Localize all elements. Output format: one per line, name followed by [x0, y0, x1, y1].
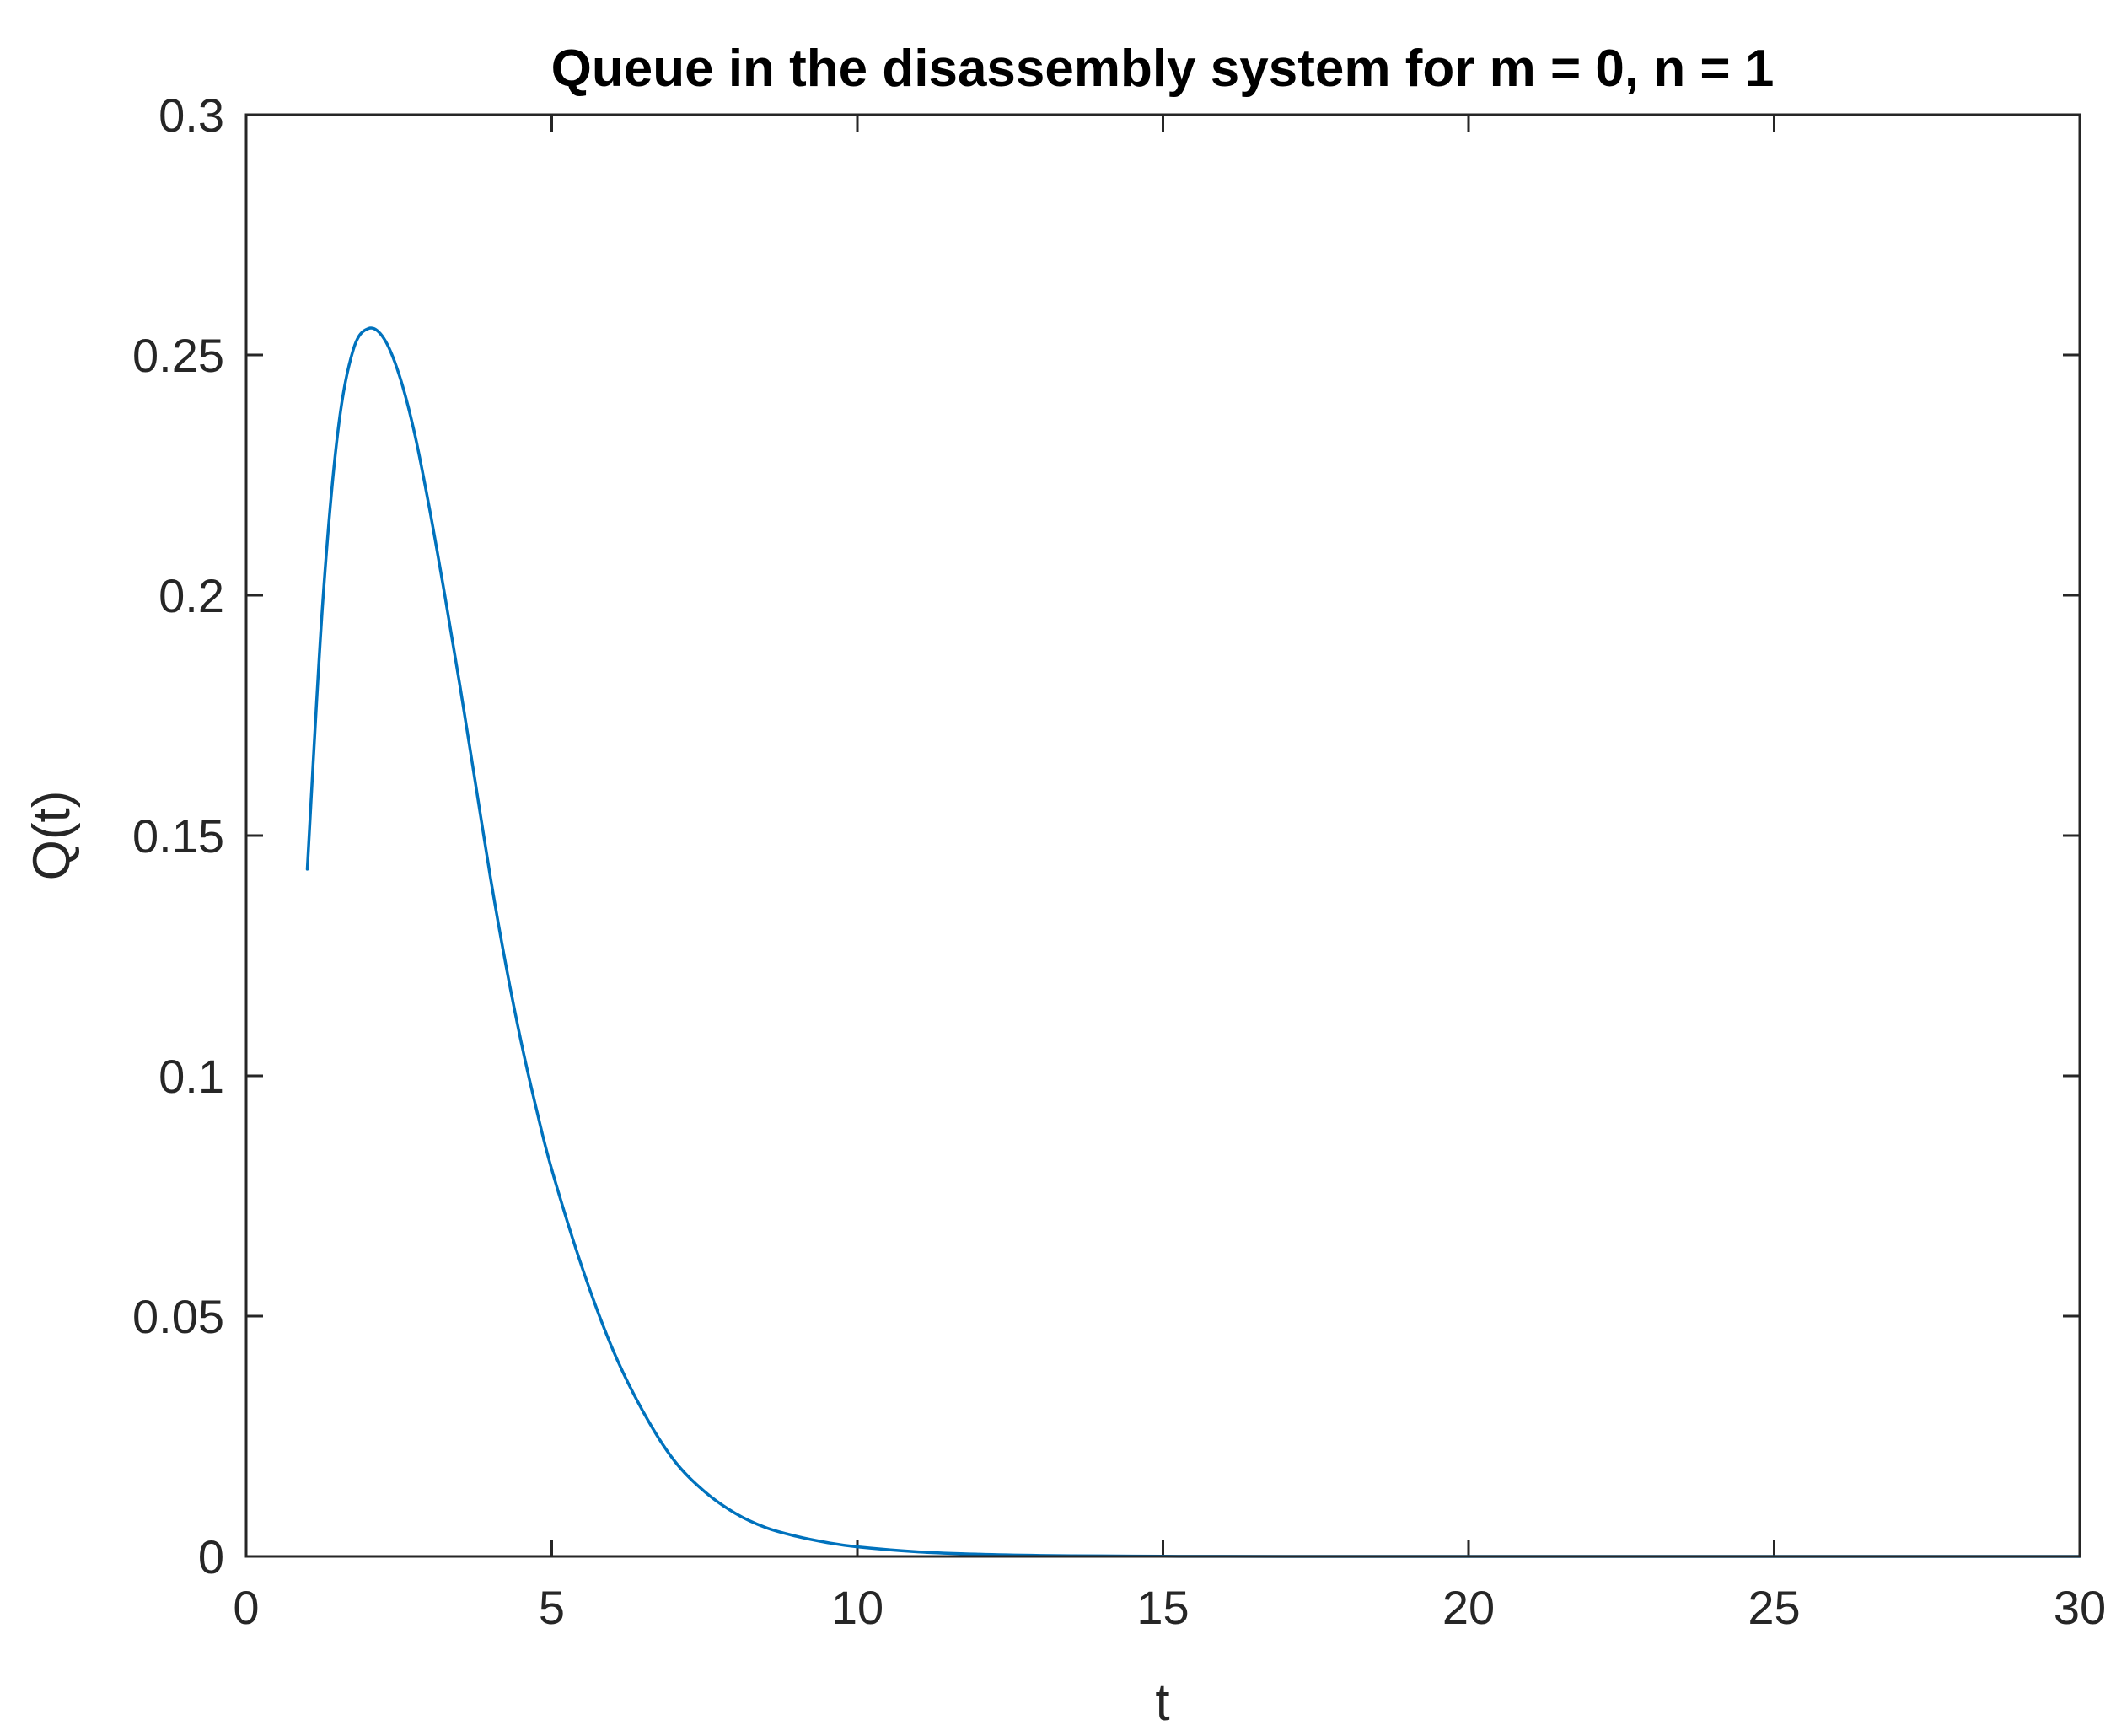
x-tick-label: 25 — [1748, 1581, 1800, 1634]
axes-box — [244, 113, 2081, 1558]
y-tick-label: 0.05 — [132, 1290, 224, 1343]
x-tick-label: 0 — [233, 1581, 259, 1634]
x-tick-label: 20 — [1442, 1581, 1495, 1634]
y-axis-label: Q(t) — [23, 791, 81, 881]
x-tick-label: 10 — [831, 1581, 883, 1634]
x-tick-label: 30 — [2054, 1581, 2106, 1634]
y-tick-label: 0.15 — [132, 809, 224, 863]
y-tick-label: 0.25 — [132, 329, 224, 382]
plot-area — [246, 115, 2080, 1556]
x-tick-labels: 0 5 10 15 20 25 30 — [233, 1581, 2106, 1634]
y-tick-label: 0.3 — [158, 89, 224, 142]
chart-title: Queue in the disassembly system for m = … — [551, 40, 1775, 98]
y-tick-label: 0.2 — [158, 569, 224, 622]
x-tick-label: 5 — [539, 1581, 565, 1634]
y-tick-label: 0.1 — [158, 1050, 224, 1103]
y-tick-label: 0 — [198, 1530, 224, 1583]
x-tick-label: 15 — [1136, 1581, 1189, 1634]
y-tick-labels: 0 0.05 0.1 0.15 0.2 0.25 0.3 — [132, 89, 224, 1583]
x-axis-label: t — [1155, 1674, 1169, 1732]
